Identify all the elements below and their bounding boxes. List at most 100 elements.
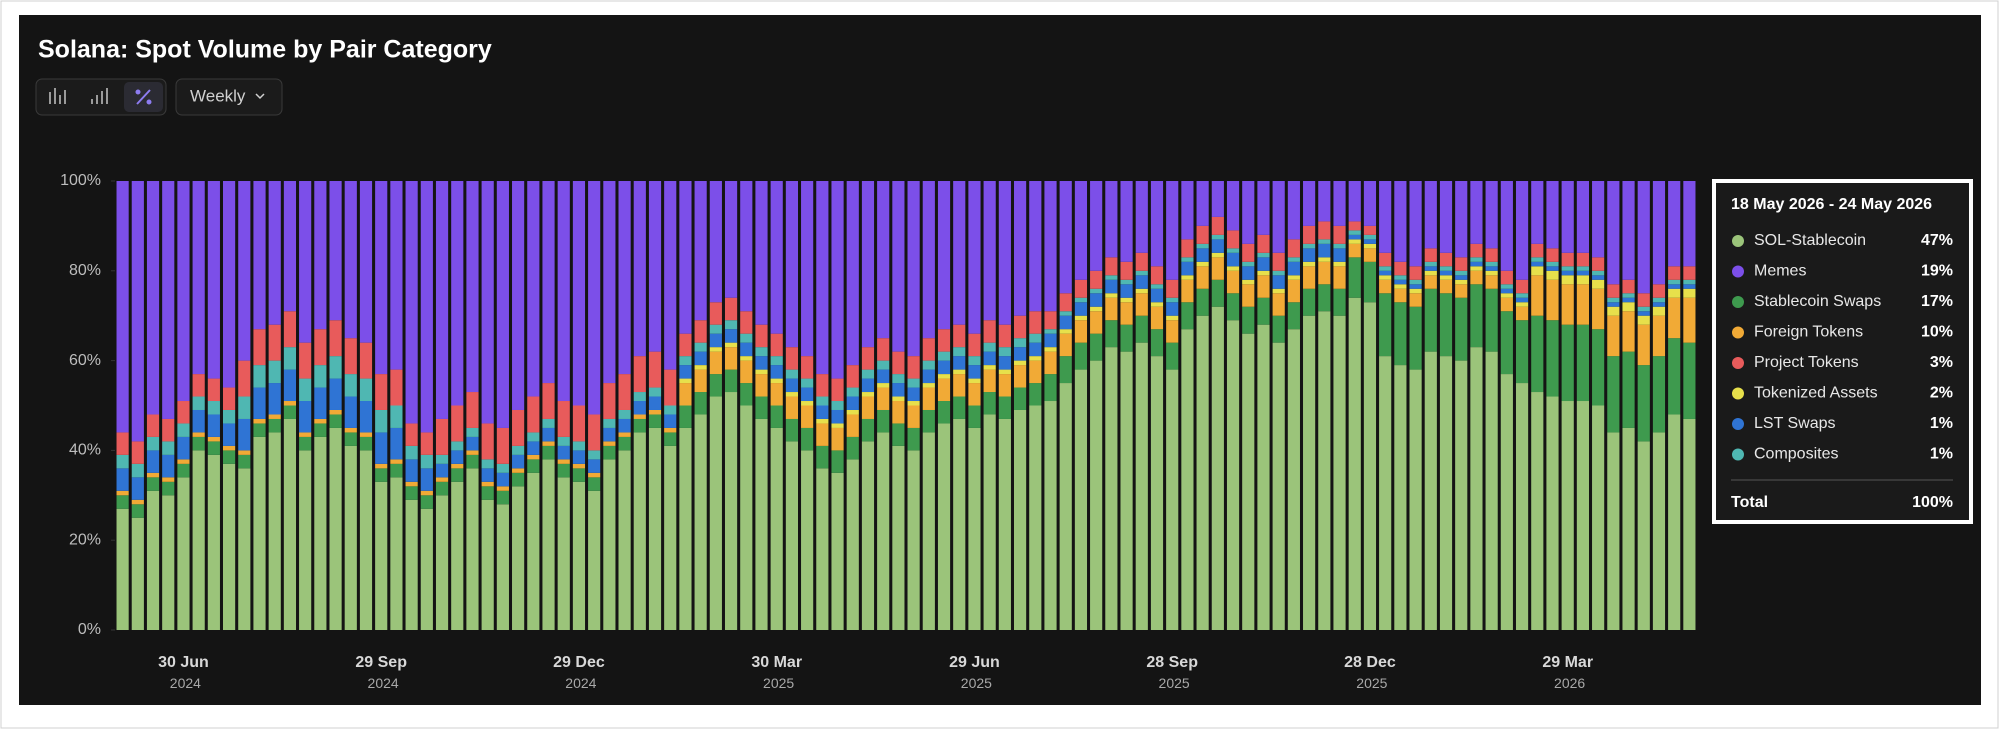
bar-segment: [1409, 293, 1422, 307]
bar-segment: [1303, 261, 1316, 267]
bar-segment: [1668, 266, 1681, 280]
bar-segment: [1303, 243, 1316, 249]
bar-segment: [1242, 279, 1255, 285]
bar-segment: [435, 454, 449, 464]
bar-segment: [1226, 181, 1240, 231]
dropdown-box[interactable]: [175, 78, 283, 116]
bar-segment: [861, 441, 875, 630]
bar-segment: [801, 427, 814, 451]
bar-segment: [1287, 302, 1300, 330]
bar-segment: [1668, 338, 1681, 415]
bar-segment: [588, 450, 601, 460]
bar-segment: [1074, 320, 1088, 343]
bar-segment: [375, 481, 388, 630]
bar-segment: [694, 342, 707, 352]
bar-segment: [1683, 418, 1696, 630]
bar-segment: [922, 369, 935, 384]
bar-segment: [831, 427, 844, 451]
bar-segment: [724, 347, 738, 370]
bar-segment: [831, 409, 844, 424]
y-tick-label: 60%: [69, 352, 101, 369]
bar-segment: [268, 360, 281, 384]
bar-segment: [557, 181, 570, 402]
bar-segment: [755, 374, 768, 397]
bar-segment: [968, 383, 981, 406]
x-tick-label: 29 Dec 2024: [553, 654, 605, 690]
bar-segment: [1363, 225, 1377, 235]
bar-segment: [192, 409, 205, 433]
bar-segment: [238, 468, 251, 630]
bar-segment: [1607, 181, 1620, 285]
bar-segment: [709, 351, 722, 375]
bar-segment: [618, 418, 631, 433]
bar-segment: [283, 401, 297, 406]
bar-segment: [892, 396, 905, 402]
dropdown-label[interactable]: Weekly: [190, 86, 246, 105]
bar-segment: [724, 297, 738, 321]
bar-segment: [1439, 279, 1453, 294]
bar-segment: [177, 181, 190, 402]
bar-segment: [1546, 261, 1559, 267]
bar-segment: [588, 490, 601, 630]
bar-segment: [907, 405, 920, 428]
bar-segment: [998, 356, 1011, 370]
legend-value: 47%: [1921, 232, 1953, 249]
bar-segment: [329, 320, 342, 357]
bar-segment: [1348, 243, 1361, 258]
bar-segment: [816, 418, 829, 424]
bar-segment: [1592, 275, 1605, 280]
legend-label: Memes: [1754, 263, 1806, 280]
bar-segment: [785, 347, 798, 370]
bar-segment: [1150, 266, 1164, 285]
bar-segment: [1424, 181, 1437, 249]
tooltip-box: [1712, 179, 1973, 524]
bar-segment: [1318, 284, 1331, 312]
bar-segment: [1287, 329, 1300, 630]
bar-segment: [922, 387, 935, 410]
bar-segment: [1105, 297, 1118, 321]
bar-segment: [1409, 181, 1422, 267]
bar-icon[interactable]: [49, 88, 66, 104]
bar-segment: [1181, 181, 1194, 240]
bar-segment: [1074, 342, 1088, 370]
interval-dropdown[interactable]: Weekly: [175, 78, 283, 116]
bar-segment: [1287, 239, 1300, 258]
bar-segment: [1333, 288, 1346, 316]
bar-segment: [1515, 297, 1529, 303]
x-tick-label: 29 Jun 2025: [949, 654, 1000, 690]
bar-segment: [1135, 252, 1148, 271]
bar-segment: [1029, 356, 1042, 361]
bar-segment: [664, 414, 677, 428]
bar-segment: [1242, 284, 1255, 307]
legend-dot: [1732, 296, 1744, 308]
bar-segment: [1074, 302, 1088, 316]
stacked-icon[interactable]: [91, 88, 108, 104]
bar-segment: [1166, 342, 1179, 370]
bar-segment: [801, 450, 814, 630]
bar-segment: [390, 369, 403, 406]
bar-segment: [1363, 248, 1377, 262]
bar-segment: [1592, 270, 1605, 276]
bar-segment: [1242, 306, 1255, 334]
bar-segment: [1029, 383, 1042, 406]
bar-segment: [162, 181, 175, 419]
bar-segment: [724, 320, 738, 330]
bar-segment: [618, 450, 631, 630]
bar-segment: [1090, 288, 1103, 294]
bar-segment: [983, 342, 996, 352]
bar-segment: [1394, 181, 1407, 262]
bar-segment: [1120, 297, 1133, 303]
bar-segment: [1424, 270, 1437, 276]
bar-segment: [877, 409, 890, 433]
bar-segment: [1226, 252, 1240, 267]
bar-segment: [831, 181, 844, 379]
bar-segment: [1683, 266, 1696, 280]
bar-segment: [709, 347, 722, 352]
bar-segment: [1652, 284, 1666, 298]
bar-segment: [740, 356, 753, 361]
bar-segment: [1531, 243, 1544, 258]
bar-segment: [1683, 297, 1696, 343]
bar-segment: [435, 463, 449, 478]
bar-segment: [633, 418, 646, 433]
